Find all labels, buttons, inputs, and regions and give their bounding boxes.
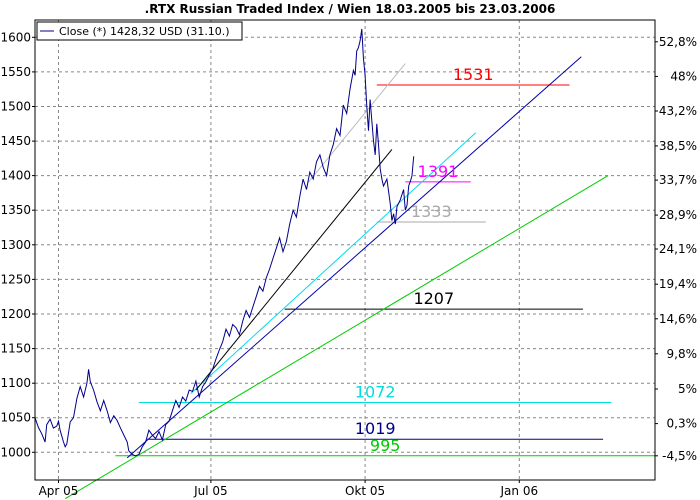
level-label-1072: 1072 bbox=[355, 383, 396, 402]
y-right-tick-label: 0,3% bbox=[667, 417, 698, 431]
x-tick-label: Okt 05 bbox=[345, 484, 385, 498]
series-layer bbox=[34, 28, 415, 457]
y-tick-label-1000: 1000 bbox=[0, 445, 31, 459]
y-right-tick-label: 43,2% bbox=[659, 104, 697, 118]
level-label-1531: 1531 bbox=[453, 65, 494, 84]
plot-frame bbox=[34, 19, 656, 481]
legend-label: Close (*) 1428,32 USD (31.10.) bbox=[59, 25, 230, 38]
horizontal-levels bbox=[115, 84, 655, 457]
x-tick-label: Jan 06 bbox=[500, 484, 539, 498]
x-tick-label: Jul 05 bbox=[193, 484, 228, 498]
y-tick-label-1200: 1200 bbox=[0, 307, 31, 321]
trend-line-4 bbox=[195, 149, 393, 391]
y-tick-label-1100: 1100 bbox=[0, 376, 31, 390]
y-right-tick-label: 52,8% bbox=[659, 35, 697, 49]
y-right-tick-label: 33,7% bbox=[659, 173, 697, 187]
trend-line-3 bbox=[190, 132, 477, 394]
y-right-tick-label: 48% bbox=[670, 69, 697, 83]
trend-line-1 bbox=[126, 56, 582, 459]
legend-box bbox=[36, 21, 243, 41]
y-tick-label-1150: 1150 bbox=[0, 342, 31, 356]
y-right-tick-label: 24,1% bbox=[659, 242, 697, 256]
y-tick-label-1500: 1500 bbox=[0, 100, 31, 114]
y-tick-label-1300: 1300 bbox=[0, 238, 31, 252]
y-tick-label-1400: 1400 bbox=[0, 169, 31, 183]
y-tick-label-1350: 1350 bbox=[0, 203, 31, 217]
series-line-1 bbox=[34, 28, 415, 457]
y-right-tick-label: 14,6% bbox=[659, 312, 697, 326]
x-tick-label: Apr 05 bbox=[39, 484, 79, 498]
trend-lines bbox=[64, 56, 609, 500]
grid bbox=[35, 20, 655, 480]
level-label-1333: 1333 bbox=[411, 202, 452, 221]
y-axis-right: -4,5% 0,3% 5% 9,8% 14,6% 19,4% 24,1% 28,9% 33,7%… bbox=[655, 35, 697, 463]
trend-line-2 bbox=[64, 175, 609, 500]
y-tick-label-1600: 1600 bbox=[0, 30, 31, 44]
y-right-tick-label: -4,5% bbox=[662, 449, 697, 463]
level-label-1207: 1207 bbox=[413, 289, 454, 308]
y-right-tick-label: 5% bbox=[678, 382, 697, 396]
y-right-tick-label: 38,5% bbox=[659, 139, 697, 153]
y-tick-label-1050: 1050 bbox=[0, 411, 31, 425]
y-axis-left: 1000 1050 1100 1150 1200 1250 1300 1350 1400 1450… bbox=[0, 30, 35, 459]
level-label-1019: 1019 bbox=[355, 419, 396, 438]
chart-title: .RTX Russian Traded Index / Wien 18.03.2… bbox=[145, 2, 556, 16]
y-tick-label-1550: 1550 bbox=[0, 65, 31, 79]
y-right-tick-label: 19,4% bbox=[659, 277, 697, 291]
y-right-tick-label: 28,9% bbox=[659, 208, 697, 222]
level-label-995: 995 bbox=[370, 436, 401, 455]
trend-line-5 bbox=[307, 63, 406, 183]
y-tick-label-1450: 1450 bbox=[0, 134, 31, 148]
y-tick-label-1250: 1250 bbox=[0, 272, 31, 286]
x-axis: Apr 05 Jul 05 Okt 05 Jan 06 bbox=[39, 480, 539, 498]
legend: Close (*) 1428,32 USD (31.10.) bbox=[36, 21, 243, 41]
y-right-tick-label: 9,8% bbox=[667, 347, 698, 361]
level-label-1391: 1391 bbox=[418, 162, 459, 181]
